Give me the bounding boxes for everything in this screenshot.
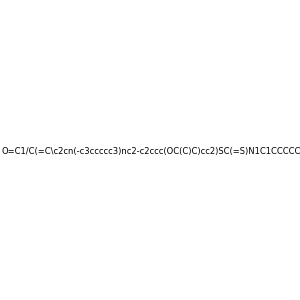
Text: O=C1/C(=C\c2cn(-c3ccccc3)nc2-c2ccc(OC(C)C)cc2)SC(=S)N1C1CCCCC1: O=C1/C(=C\c2cn(-c3ccccc3)nc2-c2ccc(OC(C)… xyxy=(2,147,300,156)
